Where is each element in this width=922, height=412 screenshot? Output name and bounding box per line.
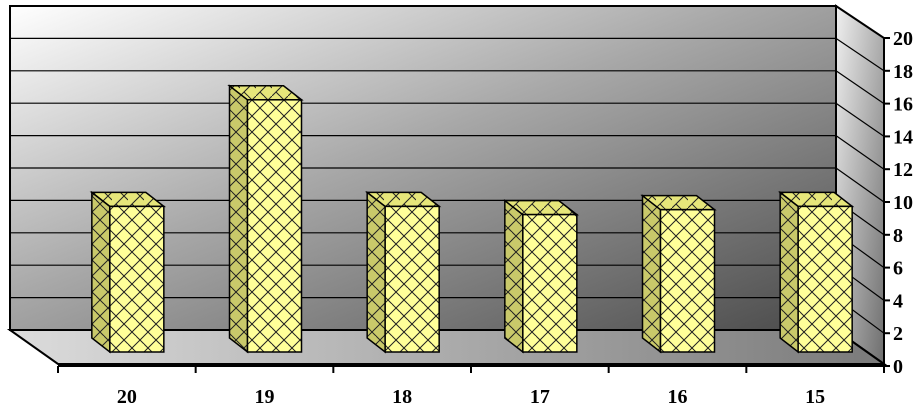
y-tick-label: 20 (893, 28, 913, 50)
bar-side (228, 84, 249, 354)
bar-front (522, 213, 578, 353)
x-tick-label: 16 (668, 386, 688, 408)
y-tick-label: 6 (893, 258, 903, 280)
y-tick-label: 14 (893, 126, 913, 148)
y-tick-label: 18 (893, 61, 913, 83)
bar-side (641, 194, 662, 354)
x-tick-label: 20 (117, 386, 137, 408)
bar-side (779, 190, 799, 354)
bar-front (797, 205, 853, 353)
bar (502, 199, 580, 354)
bar (777, 190, 855, 354)
bars (89, 84, 855, 354)
bar-front (384, 205, 440, 353)
bar (89, 190, 167, 354)
gridline-side (835, 167, 885, 203)
y-tick-label: 4 (893, 290, 903, 312)
bar-side (504, 199, 524, 354)
y-tick-label: 10 (893, 192, 913, 214)
bar-front (109, 205, 165, 353)
y-axis-ticks: 0 2 4 6 8 10 12 14 16 18 20 (884, 28, 913, 378)
bar-side (366, 190, 386, 354)
y-tick-label: 0 (893, 356, 903, 378)
gridline-side (835, 70, 885, 105)
bar (364, 190, 442, 354)
bar-front (246, 99, 303, 353)
y-tick-label: 2 (893, 323, 903, 345)
x-tick-label: 15 (805, 386, 825, 408)
y-tick-label: 16 (893, 94, 913, 116)
y-tick-label: 8 (893, 225, 903, 247)
bar (640, 194, 717, 354)
bar-front (659, 208, 716, 353)
x-tick-label: 19 (255, 386, 275, 408)
gridline-side (835, 135, 885, 170)
x-tick-label: 17 (530, 386, 550, 408)
bar-side (91, 190, 111, 354)
gridline-side (835, 102, 885, 137)
gridline-side (835, 37, 885, 72)
x-axis-ticks: 20 19 18 17 16 15 (57, 366, 885, 408)
y-tick-label: 12 (893, 159, 913, 181)
bar (227, 84, 304, 354)
x-tick-label: 18 (392, 386, 412, 408)
